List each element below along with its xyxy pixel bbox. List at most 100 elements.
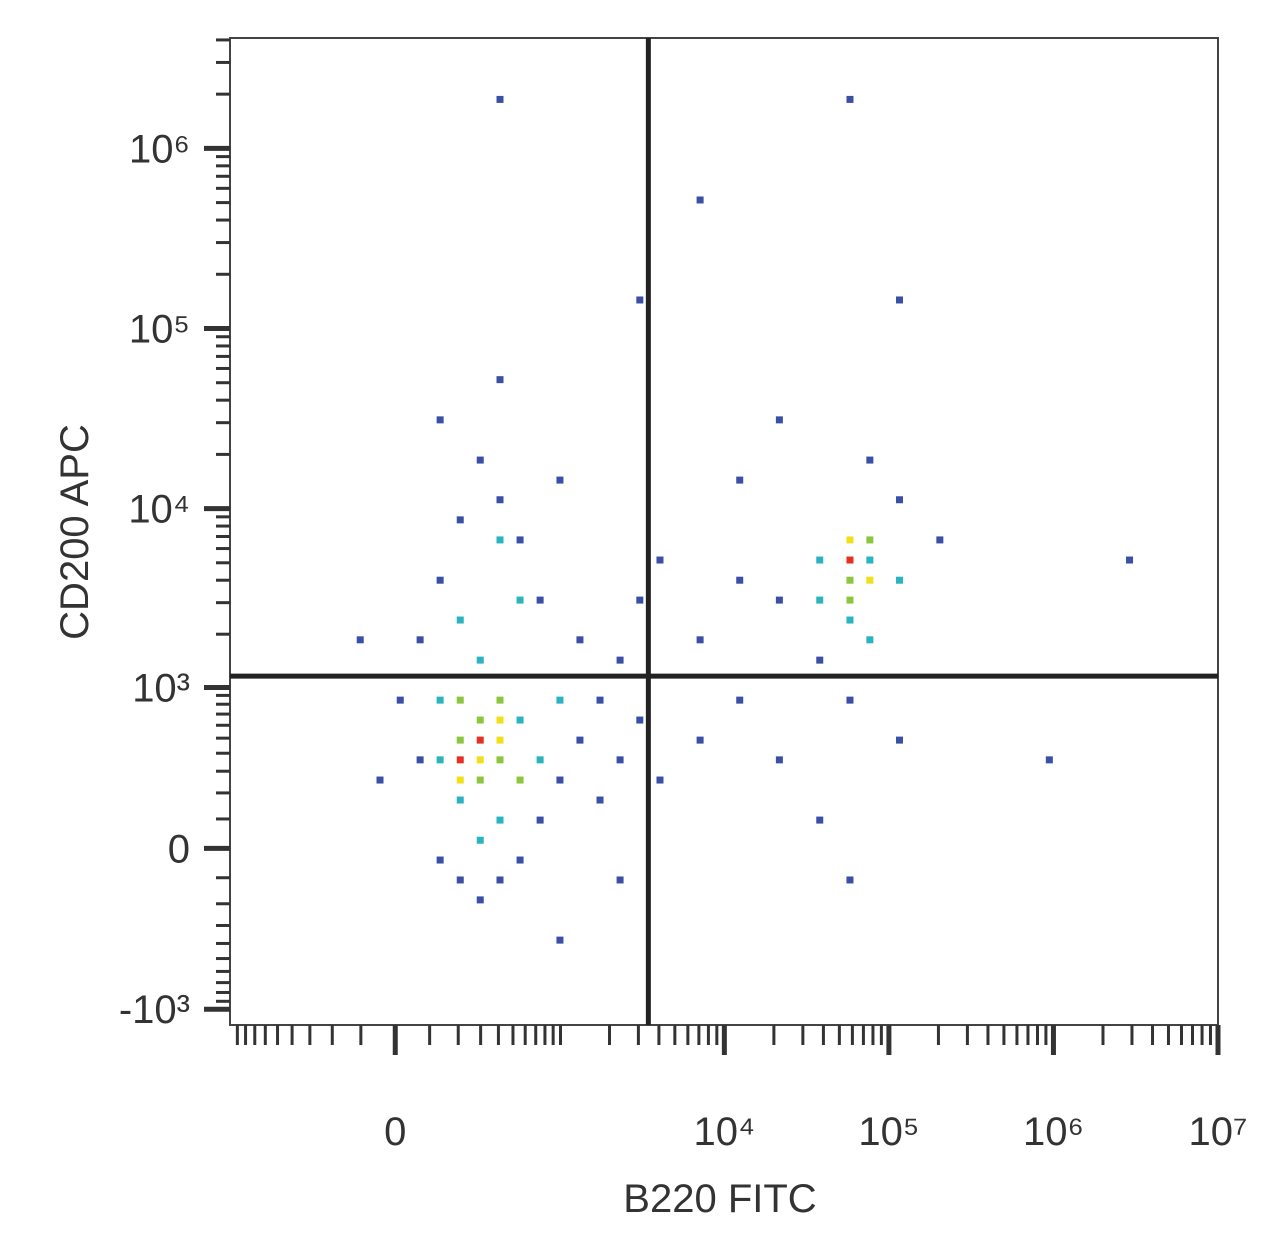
- point: [556, 936, 564, 944]
- point: [476, 716, 484, 724]
- point: [456, 796, 464, 804]
- point: [816, 596, 824, 604]
- point: [496, 876, 504, 884]
- x-tick-label: 0: [384, 1110, 406, 1154]
- point: [636, 716, 644, 724]
- y-tick-label: 10⁵: [129, 308, 190, 352]
- point: [816, 556, 824, 564]
- point: [866, 456, 874, 464]
- point: [896, 296, 904, 304]
- point: [846, 696, 854, 704]
- point: [1126, 556, 1134, 564]
- point: [456, 696, 464, 704]
- point: [846, 95, 854, 103]
- point: [616, 756, 624, 764]
- point: [496, 696, 504, 704]
- point: [456, 876, 464, 884]
- point: [496, 496, 504, 504]
- point: [866, 636, 874, 644]
- point: [436, 576, 444, 584]
- point: [516, 596, 524, 604]
- point: [476, 756, 484, 764]
- point: [436, 696, 444, 704]
- point: [576, 636, 584, 644]
- y-tick-label: 10³: [132, 666, 190, 710]
- point: [476, 896, 484, 904]
- point: [896, 736, 904, 744]
- point: [696, 196, 704, 204]
- point: [596, 696, 604, 704]
- point: [576, 736, 584, 744]
- point: [636, 296, 644, 304]
- point: [846, 536, 854, 544]
- x-tick-label: 10⁷: [1189, 1110, 1248, 1154]
- point: [536, 756, 544, 764]
- point: [696, 736, 704, 744]
- point: [496, 376, 504, 384]
- point: [496, 756, 504, 764]
- point: [816, 656, 824, 664]
- point: [775, 416, 783, 424]
- point: [456, 736, 464, 744]
- point: [846, 556, 854, 564]
- x-tick-label: 10⁴: [694, 1110, 756, 1154]
- point: [496, 816, 504, 824]
- point: [436, 756, 444, 764]
- point: [516, 536, 524, 544]
- point: [556, 476, 564, 484]
- x-tick-label: 10⁵: [858, 1110, 919, 1154]
- point: [416, 636, 424, 644]
- point: [436, 856, 444, 864]
- point: [456, 516, 464, 524]
- point: [936, 536, 944, 544]
- point: [356, 636, 364, 644]
- point: [476, 836, 484, 844]
- point: [896, 576, 904, 584]
- point: [376, 776, 384, 784]
- x-axis-label: B220 FITC: [623, 1177, 816, 1221]
- point: [516, 776, 524, 784]
- point: [846, 616, 854, 624]
- point: [556, 696, 564, 704]
- point: [736, 576, 744, 584]
- y-axis-label: CD200 APC: [53, 424, 97, 640]
- point: [476, 456, 484, 464]
- point: [1045, 756, 1053, 764]
- point: [696, 636, 704, 644]
- point: [616, 656, 624, 664]
- point: [636, 596, 644, 604]
- point: [866, 556, 874, 564]
- point: [775, 756, 783, 764]
- y-tick-label: 10⁶: [129, 127, 190, 171]
- point: [816, 816, 824, 824]
- point: [456, 776, 464, 784]
- point: [516, 856, 524, 864]
- point: [496, 716, 504, 724]
- point: [736, 696, 744, 704]
- point: [846, 876, 854, 884]
- point: [456, 616, 464, 624]
- point: [496, 736, 504, 744]
- point: [496, 95, 504, 103]
- y-tick-label: 0: [168, 827, 190, 871]
- y-tick-label: 10⁴: [128, 488, 190, 532]
- point: [596, 796, 604, 804]
- point: [476, 776, 484, 784]
- point: [846, 596, 854, 604]
- point: [656, 556, 664, 564]
- point: [736, 476, 744, 484]
- point: [476, 736, 484, 744]
- point: [536, 596, 544, 604]
- point: [896, 496, 904, 504]
- point: [456, 756, 464, 764]
- point: [416, 756, 424, 764]
- point: [775, 596, 783, 604]
- point: [866, 576, 874, 584]
- point: [396, 696, 404, 704]
- point: [476, 656, 484, 664]
- point: [496, 536, 504, 544]
- y-tick-label: -10³: [119, 988, 190, 1032]
- x-tick-label: 10⁶: [1023, 1110, 1084, 1154]
